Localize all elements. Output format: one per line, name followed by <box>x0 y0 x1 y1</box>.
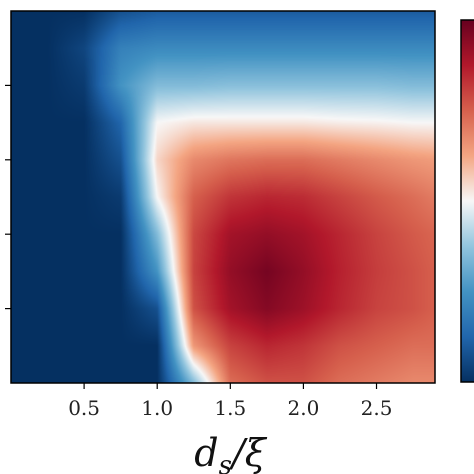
x-axis-ticks: 0.5 1.0 1.5 2.0 2.5 <box>68 383 392 420</box>
plot-frame <box>10 10 436 384</box>
heatmap-image <box>11 11 435 383</box>
x-tick-label: 1.0 <box>141 396 173 420</box>
y-axis-ticks <box>5 84 11 310</box>
x-tick-label: 1.5 <box>214 396 246 420</box>
x-tick-label: 2.5 <box>361 396 393 420</box>
x-tick-label: 0.5 <box>68 396 100 420</box>
heatmap-field <box>11 11 435 383</box>
x-axis-label: ds/ξ <box>194 431 267 474</box>
x-tick-label: 2.0 <box>288 396 320 420</box>
colorbar <box>460 19 474 383</box>
